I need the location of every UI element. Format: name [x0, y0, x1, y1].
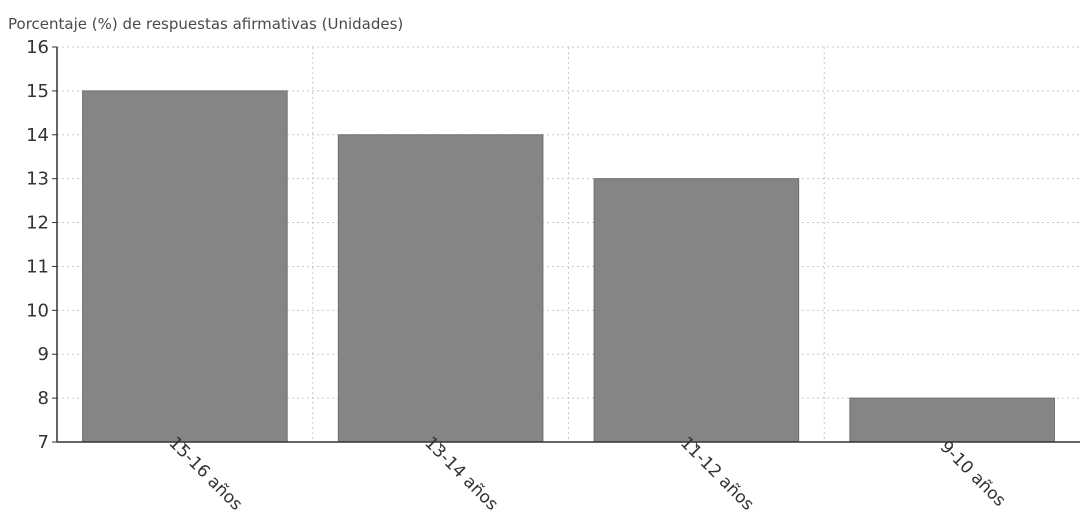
- axis-layer: [52, 46, 1080, 448]
- bar: [849, 397, 1055, 443]
- y-tick-label: 12: [26, 213, 49, 234]
- y-tick-label: 8: [38, 388, 49, 409]
- x-tick-label: 13-14 años: [420, 433, 502, 515]
- x-tick-label: 9-10 años: [936, 437, 1010, 511]
- y-tick-label: 15: [26, 81, 49, 102]
- y-tick-label: 16: [26, 37, 49, 58]
- y-tick-label: 11: [26, 256, 49, 277]
- y-tick-labels: 7 8 9 10 11 12 13 14 15 16: [26, 37, 49, 453]
- y-tick-label: 10: [26, 300, 49, 321]
- bar: [82, 90, 288, 443]
- y-tick-label: 14: [26, 125, 49, 146]
- bars-layer: [82, 90, 1055, 443]
- bar: [593, 178, 800, 443]
- y-tick-label: 13: [26, 169, 49, 190]
- x-tick-labels: 15-16 años 13-14 años 11-12 años 9-10 años: [165, 433, 1010, 515]
- y-axis-title: Porcentaje (%) de respuestas afirmativas…: [8, 15, 403, 33]
- bar: [337, 134, 544, 443]
- x-tick-label: 11-12 años: [676, 433, 758, 515]
- x-tick-label: 15-16 años: [165, 433, 247, 515]
- y-tick-label: 9: [38, 344, 49, 365]
- y-tick-label: 7: [38, 432, 49, 453]
